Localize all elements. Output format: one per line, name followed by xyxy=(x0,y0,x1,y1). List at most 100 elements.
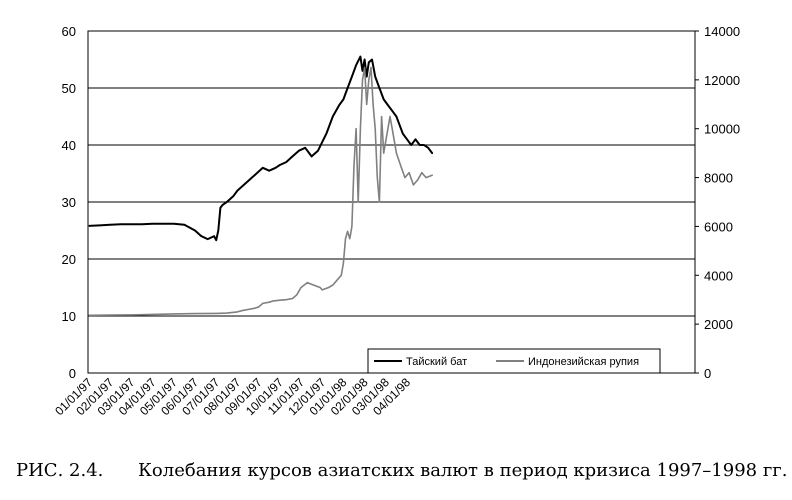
point-thai-baht xyxy=(317,150,319,152)
figure-caption-text: Колебания курсов азиатских валют в перио… xyxy=(138,460,788,481)
point-indonesian-rupiah xyxy=(313,284,315,286)
point-indonesian-rupiah xyxy=(226,312,228,314)
point-indonesian-rupiah xyxy=(378,201,380,203)
point-indonesian-rupiah xyxy=(372,103,374,105)
point-thai-baht xyxy=(395,115,397,118)
point-thai-baht xyxy=(359,56,361,58)
currency-chart: 0 10 20 30 40 50 60 0 2000 4000 6000 8000 10000 1200… xyxy=(52,24,740,418)
point-thai-baht xyxy=(275,167,277,169)
point-indonesian-rupiah xyxy=(279,299,281,301)
point-indonesian-rupiah xyxy=(253,307,255,309)
figure-caption: РИС. 2.4. Колебания курсов азиатских валю… xyxy=(16,460,788,481)
gridlines xyxy=(88,87,695,317)
point-indonesian-rupiah xyxy=(391,128,393,130)
point-thai-baht xyxy=(325,133,327,135)
point-indonesian-rupiah xyxy=(425,177,427,179)
point-indonesian-rupiah xyxy=(351,225,353,227)
point-indonesian-rupiah xyxy=(381,115,383,118)
point-thai-baht xyxy=(207,238,209,240)
point-thai-baht xyxy=(371,58,373,61)
left-tick-label: 30 xyxy=(62,195,76,210)
point-indonesian-rupiah xyxy=(296,294,298,296)
series-line-thai-baht xyxy=(88,55,434,242)
point-thai-baht xyxy=(311,155,313,157)
point-indonesian-rupiah xyxy=(340,274,342,276)
point-thai-baht xyxy=(364,58,366,61)
right-axis-ticks: 0 2000 4000 6000 8000 10000 12000 14000 xyxy=(695,24,740,381)
point-thai-baht xyxy=(423,144,425,146)
point-indonesian-rupiah xyxy=(361,79,364,81)
left-tick-label: 50 xyxy=(62,81,76,96)
point-indonesian-rupiah xyxy=(247,308,249,311)
point-thai-baht xyxy=(222,204,224,206)
point-indonesian-rupiah xyxy=(359,128,361,130)
point-thai-baht xyxy=(120,223,122,225)
point-indonesian-rupiah xyxy=(355,128,357,130)
point-indonesian-rupiah xyxy=(291,297,294,300)
point-indonesian-rupiah xyxy=(387,128,389,130)
point-thai-baht xyxy=(285,161,287,163)
series-line-indonesian-rupiah xyxy=(88,66,433,317)
point-indonesian-rupiah xyxy=(262,302,264,304)
point-thai-baht xyxy=(402,133,404,135)
point-indonesian-rupiah xyxy=(109,314,111,316)
point-thai-baht xyxy=(406,138,408,140)
point-thai-baht xyxy=(152,223,154,225)
point-thai-baht xyxy=(321,141,323,143)
point-thai-baht xyxy=(368,61,370,64)
point-indonesian-rupiah xyxy=(336,279,338,281)
point-thai-baht xyxy=(355,64,357,66)
point-indonesian-rupiah xyxy=(342,262,344,264)
point-thai-baht xyxy=(88,225,90,227)
point-indonesian-rupiah xyxy=(389,115,391,118)
point-indonesian-rupiah xyxy=(258,306,260,308)
point-indonesian-rupiah xyxy=(349,238,351,240)
point-indonesian-rupiah xyxy=(404,177,406,179)
point-thai-baht xyxy=(109,224,111,226)
point-indonesian-rupiah xyxy=(328,286,330,289)
point-indonesian-rupiah xyxy=(408,172,410,174)
point-indonesian-rupiah xyxy=(368,79,370,81)
point-thai-baht xyxy=(141,223,143,225)
point-thai-baht xyxy=(200,235,202,237)
point-indonesian-rupiah xyxy=(88,314,90,316)
figure-label: РИС. 2.4. xyxy=(16,460,104,481)
right-tick-label: 14000 xyxy=(704,24,740,39)
point-indonesian-rupiah xyxy=(241,310,243,312)
point-thai-baht xyxy=(268,170,270,172)
point-thai-baht xyxy=(431,152,433,155)
point-indonesian-rupiah xyxy=(319,286,321,289)
point-indonesian-rupiah xyxy=(306,282,308,284)
point-thai-baht xyxy=(374,76,376,78)
point-thai-baht xyxy=(427,147,429,149)
point-indonesian-rupiah xyxy=(347,230,349,232)
point-indonesian-rupiah xyxy=(236,311,238,313)
point-indonesian-rupiah xyxy=(400,164,402,166)
point-thai-baht xyxy=(378,87,380,89)
right-tick-label: 2000 xyxy=(704,317,733,332)
point-indonesian-rupiah xyxy=(431,174,433,176)
point-indonesian-rupiah xyxy=(300,286,302,289)
right-tick-label: 8000 xyxy=(704,171,733,186)
point-thai-baht xyxy=(194,229,196,232)
left-tick-label: 40 xyxy=(62,138,76,153)
point-thai-baht xyxy=(298,150,300,152)
point-thai-baht xyxy=(243,184,245,186)
point-indonesian-rupiah xyxy=(268,301,270,303)
point-thai-baht xyxy=(130,223,132,225)
point-indonesian-rupiah xyxy=(421,172,423,174)
left-tick-label: 10 xyxy=(62,309,76,324)
left-axis-ticks: 0 10 20 30 40 50 60 xyxy=(62,24,76,381)
x-axis-ticks: 01/01/9702/01/9703/01/9704/01/9705/01/97… xyxy=(52,375,413,418)
point-thai-baht xyxy=(255,172,258,175)
right-tick-label: 4000 xyxy=(704,268,733,283)
point-thai-baht xyxy=(99,224,101,226)
point-indonesian-rupiah xyxy=(344,238,347,240)
point-indonesian-rupiah xyxy=(173,313,175,315)
point-indonesian-rupiah xyxy=(332,284,334,286)
point-indonesian-rupiah xyxy=(215,312,217,314)
point-indonesian-rupiah xyxy=(376,177,378,179)
point-thai-baht xyxy=(332,115,334,118)
point-indonesian-rupiah xyxy=(364,67,366,69)
point-thai-baht xyxy=(215,239,217,241)
